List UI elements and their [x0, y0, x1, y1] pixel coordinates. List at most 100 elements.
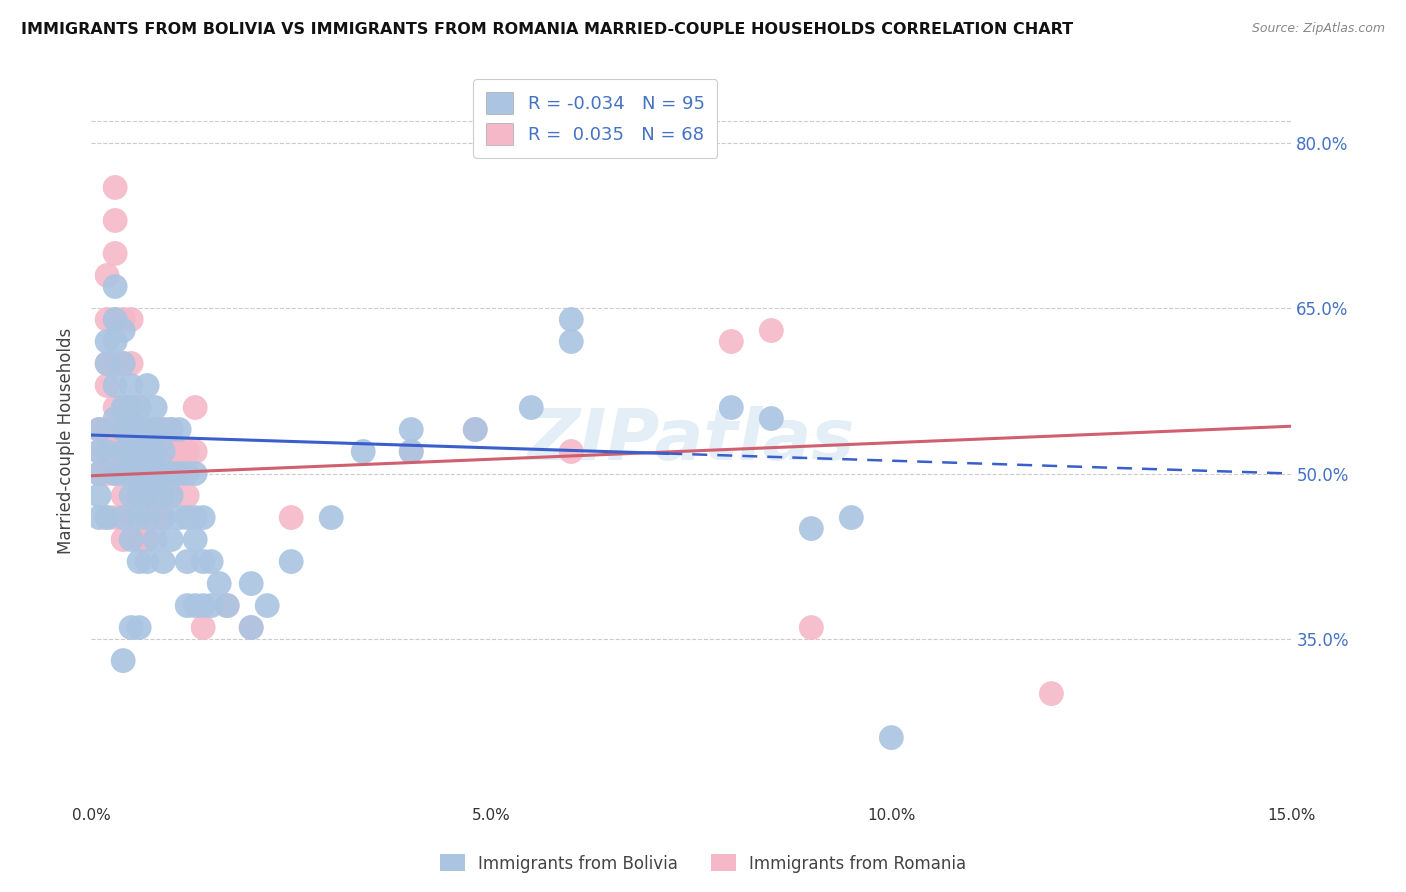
Point	[112, 312, 135, 326]
Point	[128, 467, 150, 481]
Point	[128, 423, 150, 437]
Point	[89, 444, 111, 458]
Point	[143, 467, 166, 481]
Point	[560, 312, 582, 326]
Point	[104, 312, 127, 326]
Point	[120, 312, 142, 326]
Point	[128, 621, 150, 635]
Point	[128, 555, 150, 569]
Point	[120, 401, 142, 415]
Point	[96, 510, 118, 524]
Point	[880, 731, 903, 745]
Point	[120, 467, 142, 481]
Point	[143, 444, 166, 458]
Point	[143, 533, 166, 547]
Point	[104, 357, 127, 371]
Point	[112, 444, 135, 458]
Point	[167, 467, 190, 481]
Point	[160, 533, 183, 547]
Point	[761, 324, 783, 338]
Point	[96, 444, 118, 458]
Point	[104, 467, 127, 481]
Point	[152, 510, 174, 524]
Point	[104, 312, 127, 326]
Point	[800, 522, 823, 536]
Point	[143, 489, 166, 503]
Point	[208, 576, 231, 591]
Point	[152, 423, 174, 437]
Point	[152, 489, 174, 503]
Text: IMMIGRANTS FROM BOLIVIA VS IMMIGRANTS FROM ROMANIA MARRIED-COUPLE HOUSEHOLDS COR: IMMIGRANTS FROM BOLIVIA VS IMMIGRANTS FR…	[21, 22, 1073, 37]
Point	[160, 423, 183, 437]
Point	[128, 401, 150, 415]
Point	[160, 489, 183, 503]
Point	[112, 510, 135, 524]
Point	[112, 654, 135, 668]
Point	[96, 268, 118, 283]
Point	[1040, 687, 1063, 701]
Point	[128, 444, 150, 458]
Point	[176, 599, 198, 613]
Point	[184, 599, 207, 613]
Point	[399, 444, 422, 458]
Point	[152, 467, 174, 481]
Point	[128, 423, 150, 437]
Point	[136, 510, 159, 524]
Point	[321, 510, 343, 524]
Point	[120, 489, 142, 503]
Point	[120, 510, 142, 524]
Point	[240, 576, 263, 591]
Point	[96, 467, 118, 481]
Point	[761, 411, 783, 425]
Point	[104, 444, 127, 458]
Point	[184, 510, 207, 524]
Point	[128, 401, 150, 415]
Point	[128, 489, 150, 503]
Point	[128, 533, 150, 547]
Point	[167, 423, 190, 437]
Point	[143, 401, 166, 415]
Point	[256, 599, 278, 613]
Point	[112, 533, 135, 547]
Point	[280, 510, 302, 524]
Point	[720, 401, 742, 415]
Point	[520, 401, 543, 415]
Point	[399, 444, 422, 458]
Point	[136, 444, 159, 458]
Point	[217, 599, 239, 613]
Point	[184, 401, 207, 415]
Point	[167, 444, 190, 458]
Point	[104, 279, 127, 293]
Point	[217, 599, 239, 613]
Text: ZIPatlas: ZIPatlas	[527, 406, 855, 475]
Point	[800, 621, 823, 635]
Point	[104, 246, 127, 260]
Point	[128, 510, 150, 524]
Point	[176, 467, 198, 481]
Point	[120, 533, 142, 547]
Point	[104, 213, 127, 227]
Point	[136, 423, 159, 437]
Point	[96, 357, 118, 371]
Point	[120, 357, 142, 371]
Point	[184, 533, 207, 547]
Point	[841, 510, 863, 524]
Point	[112, 467, 135, 481]
Point	[112, 401, 135, 415]
Point	[200, 599, 222, 613]
Point	[193, 555, 215, 569]
Point	[89, 423, 111, 437]
Point	[143, 467, 166, 481]
Point	[143, 423, 166, 437]
Point	[136, 378, 159, 392]
Point	[120, 401, 142, 415]
Point	[176, 489, 198, 503]
Point	[104, 401, 127, 415]
Point	[104, 411, 127, 425]
Point	[152, 423, 174, 437]
Point	[89, 423, 111, 437]
Point	[120, 467, 142, 481]
Point	[280, 555, 302, 569]
Point	[112, 489, 135, 503]
Point	[143, 510, 166, 524]
